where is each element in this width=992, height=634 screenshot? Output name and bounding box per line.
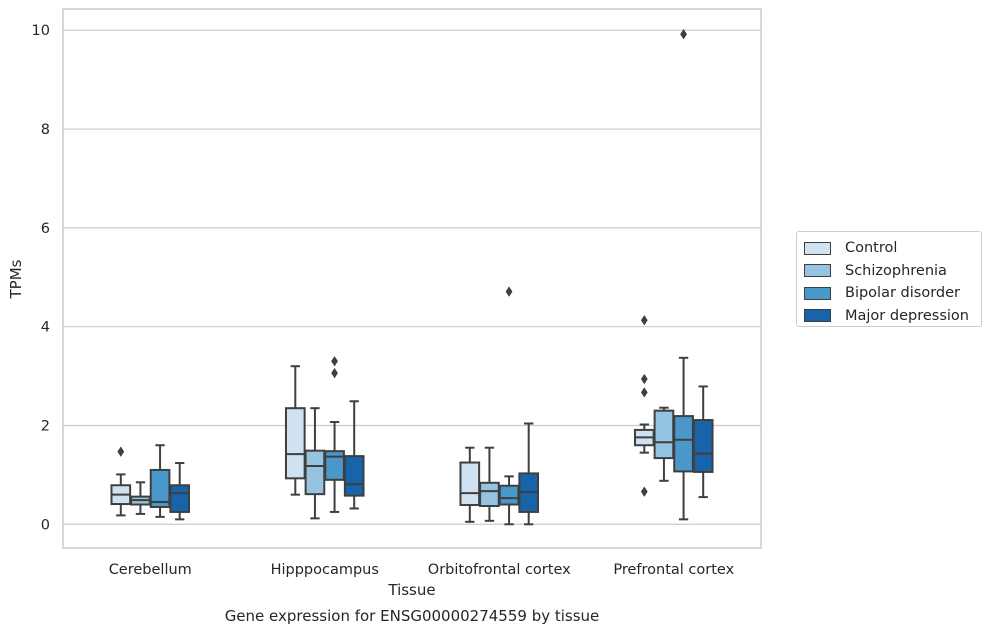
x-tick-label-cerebellum: Cerebellum: [109, 562, 192, 578]
outlier-point: [640, 373, 648, 385]
legend: Control Schizophrenia Bipolar disorder M…: [796, 231, 982, 327]
chart-caption: Gene expression for ENSG00000274559 by t…: [225, 607, 600, 625]
box-control-hipppocampus: [284, 365, 306, 496]
x-axis-label: Tissue: [387, 581, 435, 599]
y-tick-label-6: 6: [41, 221, 50, 237]
x-tick-label-orbitofrontal-cortex: Orbitofrontal cortex: [428, 562, 571, 578]
box-bipolar-disorder-prefrontal-cortex: [673, 29, 694, 521]
legend-label-major-depression: Major depression: [845, 307, 969, 324]
box-bipolar-disorder-orbitofrontal-cortex: [498, 286, 520, 526]
legend-item-schizophrenia: Schizophrenia: [797, 260, 981, 283]
box-bipolar-disorder-cerebellum: [149, 444, 171, 518]
box-major-depression-prefrontal-cortex: [692, 385, 714, 499]
box-body: [673, 415, 694, 473]
box-body: [498, 484, 520, 506]
x-tick-label-hipppocampus: Hipppocampus: [271, 562, 379, 578]
legend-item-control: Control: [797, 237, 981, 260]
legend-label-control: Control: [845, 240, 898, 257]
box-major-depression-orbitofrontal-cortex: [518, 422, 540, 526]
box-body: [653, 409, 675, 460]
box-schizophrenia-orbitofrontal-cortex: [479, 446, 500, 522]
legend-item-bipolar-disorder: Bipolar disorder: [797, 282, 981, 305]
legend-swatch-major-depression: [804, 309, 831, 323]
x-tick-labels: Cerebellum Hipppocampus Orbitofrontal cort…: [109, 562, 735, 578]
y-tick-label-10: 10: [32, 23, 50, 39]
box-control-cerebellum: [110, 446, 132, 517]
gridlines: [63, 29, 761, 525]
y-tick-label-2: 2: [41, 418, 50, 434]
x-tick-label-prefrontal-cortex: Prefrontal cortex: [613, 562, 734, 578]
outlier-point: [680, 29, 687, 40]
legend-label-bipolar-disorder: Bipolar disorder: [845, 285, 960, 302]
legend-swatch-schizophrenia: [804, 264, 831, 278]
box-body: [169, 484, 191, 513]
legend-swatch-bipolar-disorder: [804, 286, 831, 300]
outlier-point: [640, 315, 648, 326]
box-bipolar-disorder-hipppocampus: [324, 356, 345, 513]
outlier-point: [505, 286, 513, 297]
y-tick-label-4: 4: [41, 320, 50, 336]
outlier-point: [117, 446, 125, 457]
outlier-point: [640, 486, 648, 497]
y-tick-label-0: 0: [41, 517, 50, 533]
y-tick-labels: 0 2 4 6 8 10: [32, 23, 50, 533]
legend-item-major-depression: Major depression: [797, 305, 981, 328]
legend-swatch-control: [804, 241, 831, 255]
box-body: [479, 481, 500, 508]
legend-label-schizophrenia: Schizophrenia: [845, 262, 947, 279]
box-plots: [110, 29, 714, 526]
box-body: [343, 455, 365, 497]
box-body: [459, 461, 481, 507]
box-control-orbitofrontal-cortex: [459, 446, 481, 523]
box-body: [284, 407, 306, 480]
plot-frame: [62, 8, 762, 549]
box-body: [304, 449, 326, 496]
box-schizophrenia-hipppocampus: [304, 407, 326, 520]
outlier-point: [331, 367, 338, 379]
y-axis-label: TPMs: [7, 259, 25, 299]
box-schizophrenia-prefrontal-cortex: [653, 406, 675, 482]
box-body: [692, 419, 714, 473]
box-control-prefrontal-cortex: [633, 315, 655, 497]
box-major-depression-cerebellum: [169, 462, 191, 521]
outlier-point: [640, 387, 648, 398]
box-schizophrenia-cerebellum: [130, 481, 151, 515]
box-major-depression-hipppocampus: [343, 400, 365, 510]
outlier-point: [331, 356, 338, 367]
box-body: [324, 450, 345, 481]
y-tick-label-8: 8: [41, 122, 50, 138]
